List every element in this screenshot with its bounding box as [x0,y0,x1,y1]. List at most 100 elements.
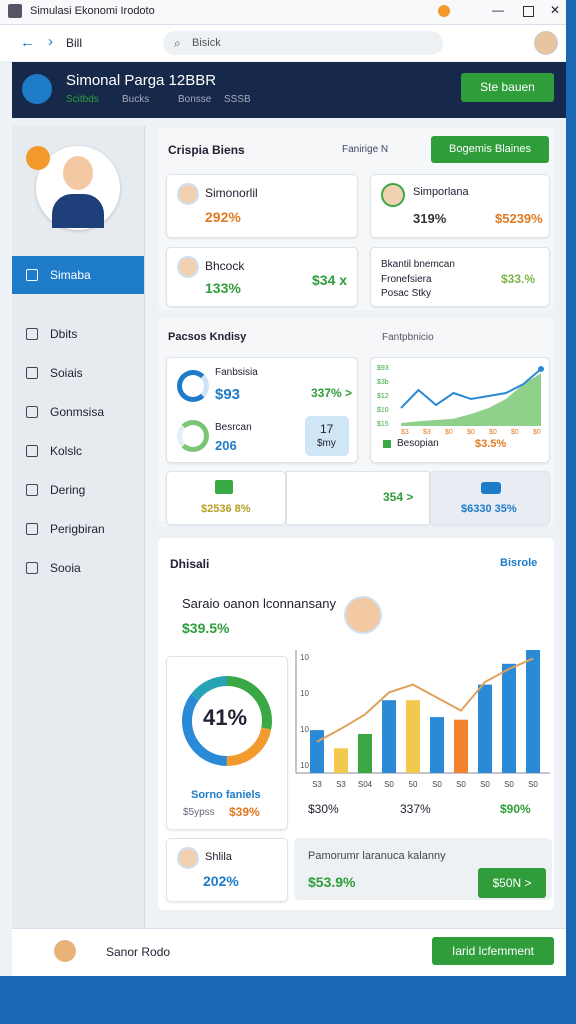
nav-item[interactable]: Perigbiran [12,510,144,548]
icon [215,480,233,494]
forward[interactable]: › [48,33,53,50]
y-label: 10 [300,761,309,770]
card-title: Bhcock [205,259,245,273]
card-value: $93 [215,386,241,403]
search-icon: ⌕ [174,36,181,50]
avatar [177,183,199,205]
card: $93 $3b $12 $10 $15 $3 $3 $0 $0 $0 $0 $0 Besopian $… [370,357,550,463]
y-label: 10 [300,689,309,698]
nav-item[interactable]: Gonmsisa [12,393,144,431]
card-extra: 337% > [311,386,353,400]
app-icon [8,4,22,18]
chart-footer: $30% [308,802,339,816]
minimize[interactable]: — [492,3,504,17]
tile-label: $my [317,438,336,449]
tile-value: 17 [320,422,334,436]
nav-icon [26,445,38,457]
header-meta: SSSB [224,94,251,105]
nav-item[interactable]: Kolslc [12,432,144,470]
ring [177,420,209,452]
card-value: 206 [215,438,237,453]
donut-segment [182,676,272,766]
card: $6330 35% [430,471,550,525]
bar [502,663,516,773]
maximize[interactable] [523,6,534,17]
y-label: $93 [377,365,389,372]
card-line: Fronefsiera [381,274,432,285]
ring [177,370,209,402]
header-meta: Bucks [122,94,150,105]
nav-icon [26,562,38,574]
nav-item[interactable]: Simaba [12,256,144,294]
donut-title: Sorno faniels [191,789,261,801]
card-value: 292% [205,209,241,225]
header-title: Simonal Parga 12BBR [66,72,217,89]
bar [478,684,492,773]
filter[interactable]: Fanirige N [342,144,389,155]
card-title: Simporlana [413,186,469,198]
section-button[interactable]: Bogemis Blaines [431,136,549,163]
y-label: $10 [377,407,389,414]
y-label: $12 [377,393,389,400]
mini-tile [305,416,349,456]
legend-label: Besopian [397,438,439,449]
card-value: $6330 35% [461,503,517,515]
card-button[interactable]: $50N > [478,868,546,898]
x-label: $0 [533,429,541,436]
nav-label: Sooia [50,561,81,575]
mini-chart: $93 $3b $12 $10 $15 $3 $3 $0 $0 $0 $0 $0 [377,365,544,436]
close[interactable]: ✕ [550,3,561,17]
header: Simonal Parga 12BBR Scitbds Bucks Bonsse… [12,62,566,118]
card: Fanbsisia $93 337% > Besrcan 206 17 $my [166,357,358,463]
card-extra: $5239% [495,211,543,226]
face [63,156,93,190]
headline: Saraio oanon lconnansany [182,596,336,611]
footer-button[interactable]: Iarid lcfemment [432,937,554,965]
notification[interactable] [438,5,450,17]
badge [26,146,50,170]
card-extra: $33.% [501,272,536,286]
nav-icon [26,523,38,535]
trend-line [316,657,534,743]
x-label: S0 [432,780,442,789]
bar [526,650,540,773]
bar [310,730,324,773]
nav-label: Kolslc [50,444,83,458]
bar [406,700,420,773]
x-label: $0 [511,429,519,436]
card-value: 319% [413,211,447,226]
nav-item[interactable]: Dering [12,471,144,509]
back[interactable]: ← [20,34,35,51]
nav-item[interactable]: Soiais [12,354,144,392]
header-button[interactable]: Ste bauen [461,73,554,102]
legend-swatch [383,440,391,448]
card: $2536 8% [166,471,286,525]
search-box[interactable] [163,31,443,55]
card-title: Besrcan [215,422,252,433]
bar-chart: 10 10 10 10 S3 S3 S04 S0 50 S0 S0 S0 S0 S0 [295,650,550,789]
nav-item[interactable]: Dbits [12,315,144,353]
icon [481,482,501,494]
x-label: S0 [456,780,466,789]
x-label: $0 [467,429,475,436]
sidebar: Simaba Dbits Soiais Gonmsisa Kolslc Dering Per… [12,126,145,928]
user-avatar [36,146,120,230]
card-title: Fanbsisia [215,367,258,378]
nav-item[interactable]: Sooia [12,549,144,587]
search-text: Bisick [192,37,221,49]
card-title: Simonorlil [205,186,258,200]
section-link[interactable]: Bisrole [500,557,538,569]
section-title: Dhisali [170,557,210,571]
tab-label[interactable]: Bill [66,36,83,50]
area [401,373,541,426]
nav-label: Simaba [50,268,91,282]
donut [182,676,272,766]
y-label: $3b [377,379,389,386]
card: Shlila 202% [166,838,288,902]
footer-avatar [54,940,76,962]
profile-avatar[interactable] [534,31,558,55]
chart-footer: $90% [500,802,531,816]
nav-label: Perigbiran [50,522,105,536]
card: Simonorlil 292% [166,174,358,238]
nav-icon [26,484,38,496]
